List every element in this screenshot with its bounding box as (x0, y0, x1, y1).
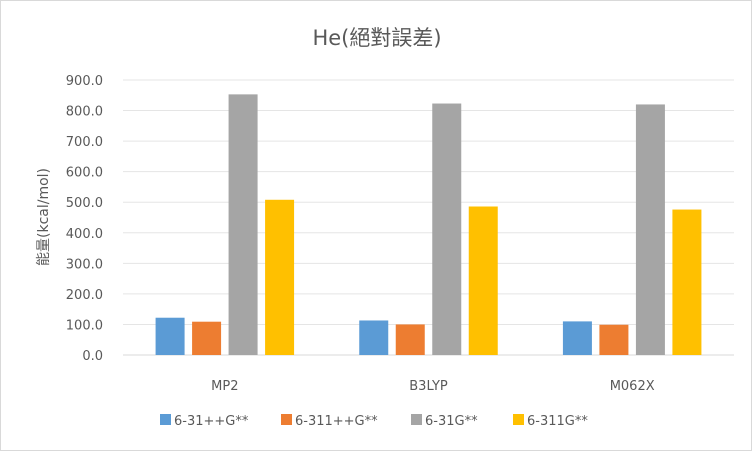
y-tick-label: 200.0 (66, 288, 103, 303)
legend-swatch (281, 414, 292, 425)
y-axis-ticks: 0.0 100.0 200.0 300.0 400.0 500.0 600.0 700.0 80… (66, 74, 103, 364)
bar (468, 206, 498, 355)
bar (599, 324, 629, 355)
legend-swatch (411, 414, 422, 425)
legend-label: 6-311++G** (295, 414, 378, 429)
y-tick-label: 900.0 (66, 74, 103, 89)
y-tick-label: 600.0 (66, 166, 103, 181)
x-axis-ticks: MP2 B3LYP M062X (211, 379, 655, 394)
y-tick-label: 700.0 (66, 135, 103, 150)
y-tick-label: 400.0 (66, 227, 103, 242)
gridlines (123, 79, 734, 356)
x-tick-label: M062X (610, 379, 655, 394)
x-tick-label: MP2 (211, 379, 238, 394)
bar (155, 317, 185, 355)
bar (395, 324, 425, 355)
y-tick-label: 300.0 (66, 257, 103, 272)
legend: 6-31++G** 6-311++G** 6-31G** 6-311G** (160, 414, 588, 429)
bar (192, 321, 222, 355)
y-tick-label: 500.0 (66, 196, 103, 211)
legend-label: 6-311G** (527, 414, 588, 429)
bar (562, 321, 592, 355)
chart-title: He(絕對誤差) (312, 26, 441, 50)
bar (359, 320, 389, 355)
legend-swatch (160, 414, 171, 425)
legend-label: 6-31G** (425, 414, 478, 429)
legend-swatch (513, 414, 524, 425)
y-axis-title: 能量(kcal/mol) (36, 168, 52, 266)
legend-label: 6-31++G** (174, 414, 249, 429)
bar (432, 103, 462, 356)
y-tick-label: 800.0 (66, 105, 103, 120)
bars (155, 94, 702, 356)
y-tick-label: 0.0 (82, 349, 103, 364)
y-tick-label: 100.0 (66, 318, 103, 333)
x-tick-label: B3LYP (409, 379, 448, 394)
bar (265, 199, 295, 355)
bar (635, 104, 665, 355)
bar (228, 94, 258, 355)
bar (672, 209, 702, 355)
